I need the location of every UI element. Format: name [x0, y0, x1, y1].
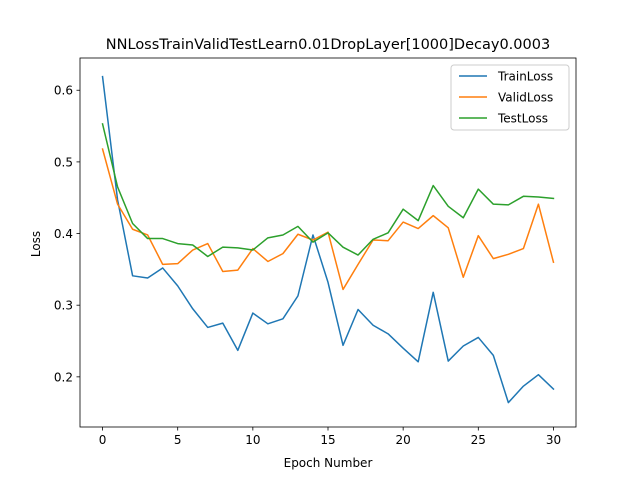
legend: TrainLoss ValidLoss TestLoss: [450, 64, 570, 131]
x-tick-label: 30: [546, 433, 561, 447]
y-tick-label: 0.5: [54, 155, 73, 169]
legend-label-validloss: ValidLoss: [498, 91, 553, 105]
chart-title: NNLossTrainValidTestLearn0.01DropLayer[1…: [106, 37, 550, 53]
legend-label-testloss: TestLoss: [497, 112, 548, 126]
y-tick-label: 0.6: [54, 84, 73, 98]
y-axis-label: Loss: [29, 231, 43, 257]
y-tick-label: 0.3: [54, 299, 73, 313]
x-tick-label: 25: [471, 433, 486, 447]
x-tick-label: 0: [99, 433, 107, 447]
x-tick-label: 5: [174, 433, 182, 447]
x-axis-label: Epoch Number: [284, 456, 373, 470]
x-tick-label: 15: [320, 433, 335, 447]
legend-label-trainloss: TrainLoss: [497, 70, 553, 84]
ticks-layer: 0 5 10 15 20 25 30 0.2 0.3 0.4 0.5 0.6: [54, 84, 561, 447]
y-tick-label: 0.2: [54, 370, 73, 384]
series-layer: [101, 75, 555, 404]
series-line-trainloss: [101, 75, 555, 404]
series-line-testloss: [101, 123, 555, 258]
x-tick-label: 20: [396, 433, 411, 447]
x-tick-label: 10: [245, 433, 260, 447]
y-tick-label: 0.4: [54, 227, 73, 241]
legend-box: [450, 64, 570, 131]
